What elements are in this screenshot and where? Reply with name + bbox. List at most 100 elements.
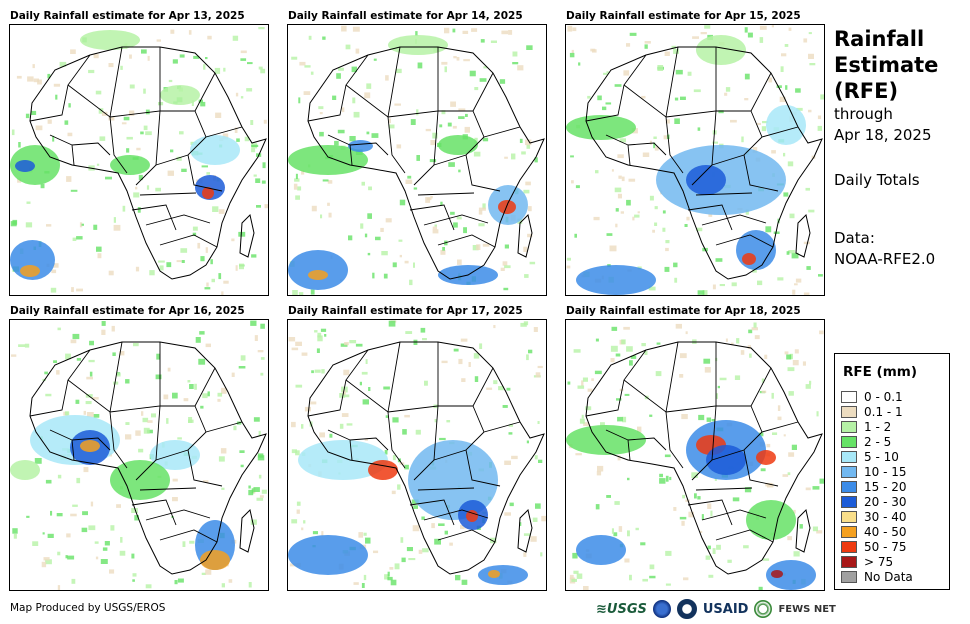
rain-speck <box>147 420 153 423</box>
africa-map <box>10 320 267 590</box>
rain-speck <box>156 353 160 360</box>
rain-speck <box>687 71 692 76</box>
rain-speck <box>211 278 215 283</box>
rain-speck <box>332 95 337 100</box>
legend-label: 20 - 30 <box>864 494 907 509</box>
rain-speck <box>478 210 483 215</box>
rain-speck <box>400 537 404 543</box>
rain-speck <box>56 370 60 375</box>
africa-map <box>10 27 268 295</box>
rain-speck <box>766 443 771 448</box>
rain-speck <box>460 524 465 530</box>
rain-speck <box>231 238 235 242</box>
country-border <box>71 142 111 156</box>
rain-speck <box>712 284 716 290</box>
rain-speck <box>125 379 130 384</box>
rain-speck <box>202 393 208 399</box>
rain-speck <box>299 61 306 66</box>
rain-speck <box>779 96 786 103</box>
country-border <box>29 349 91 417</box>
rain-speck <box>258 66 263 70</box>
rain-speck <box>649 140 652 145</box>
rain-speck <box>192 226 198 231</box>
rain-area <box>110 155 150 175</box>
rain-speck <box>819 330 824 335</box>
rain-speck <box>570 155 574 158</box>
rain-speck <box>511 153 516 160</box>
rain-speck <box>532 517 538 522</box>
rain-speck <box>291 449 297 454</box>
rain-speck <box>621 339 626 345</box>
legend-item: > 75 <box>841 554 893 569</box>
rain-speck <box>671 45 677 49</box>
rain-speck <box>143 427 150 434</box>
rain-speck <box>626 346 633 352</box>
rain-speck <box>632 216 635 221</box>
rain-speck <box>104 541 110 546</box>
rain-speck <box>310 289 315 295</box>
rain-area <box>686 165 726 195</box>
rain-speck <box>166 418 169 424</box>
rain-speck <box>434 419 437 423</box>
rain-speck <box>771 25 774 28</box>
rain-speck <box>200 405 204 409</box>
rain-speck <box>771 150 776 154</box>
rain-speck <box>248 489 254 496</box>
country-border <box>159 529 218 543</box>
rain-speck <box>566 265 571 269</box>
rain-speck <box>512 51 518 57</box>
rain-speck <box>388 124 395 129</box>
rain-speck <box>442 247 445 251</box>
rain-speck <box>711 419 716 422</box>
rain-speck <box>324 334 327 337</box>
rain-speck <box>126 148 130 153</box>
rain-speck <box>57 474 62 479</box>
rain-speck <box>502 405 508 408</box>
rain-speck <box>301 352 308 356</box>
rain-speck <box>679 353 687 359</box>
rain-speck <box>32 541 39 546</box>
rain-speck <box>188 417 193 423</box>
rain-speck <box>413 262 415 268</box>
rain-speck <box>571 578 577 582</box>
rain-speck <box>812 526 818 532</box>
rain-speck <box>296 509 300 514</box>
rain-speck <box>600 422 605 426</box>
rain-speck <box>318 106 324 110</box>
rain-speck <box>761 390 767 393</box>
rain-speck <box>198 358 206 365</box>
rain-speck <box>706 417 712 422</box>
rain-speck <box>768 77 773 83</box>
rain-speck <box>120 65 123 70</box>
rain-speck <box>440 250 446 255</box>
country-border <box>345 341 401 413</box>
rain-speck <box>327 180 333 184</box>
rain-speck <box>541 515 546 522</box>
country-border <box>743 154 779 192</box>
rain-speck <box>683 577 689 581</box>
rain-speck <box>595 338 599 342</box>
rain-speck <box>591 378 594 381</box>
rain-speck <box>100 559 108 564</box>
rain-speck <box>504 265 511 269</box>
rain-speck <box>57 585 61 590</box>
rain-speck <box>135 430 141 436</box>
rain-speck <box>490 40 497 43</box>
rain-speck <box>344 342 349 346</box>
country-border <box>409 499 455 526</box>
rain-speck <box>368 387 371 391</box>
rain-speck <box>261 180 266 184</box>
rain-speck <box>146 185 150 190</box>
legend-swatch <box>841 480 857 493</box>
country-border <box>585 349 647 417</box>
rain-speck <box>654 146 659 151</box>
rain-speck <box>724 92 728 96</box>
rain-speck <box>762 121 769 124</box>
rain-speck <box>664 51 670 56</box>
rain-speck <box>702 290 708 295</box>
country-border <box>715 529 774 543</box>
rain-speck <box>614 187 622 193</box>
rain-speck <box>76 477 81 484</box>
rain-speck <box>788 27 792 31</box>
rain-speck <box>298 292 304 295</box>
